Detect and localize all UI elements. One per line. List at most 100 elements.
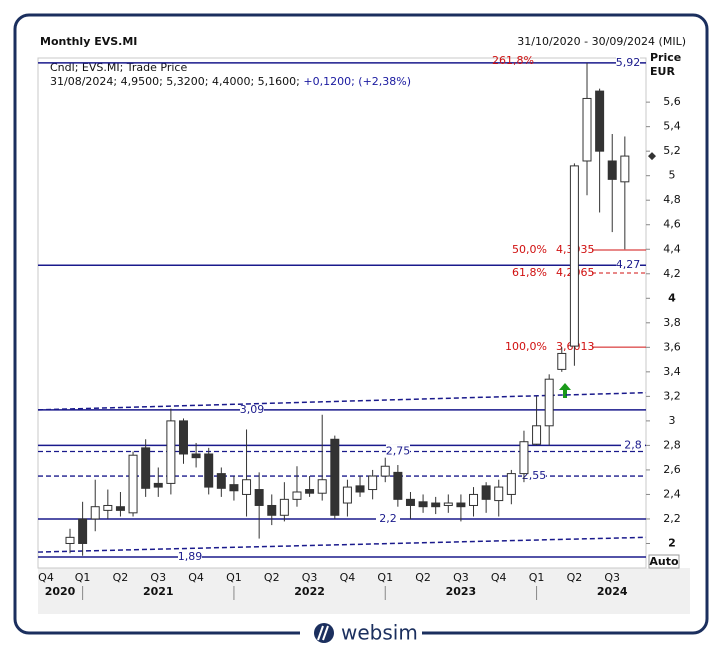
x-tick-label: Q2 xyxy=(264,571,280,584)
y-tick-label: 4,8 xyxy=(663,193,681,206)
candle-body xyxy=(267,504,277,516)
x-tick-label: Q4 xyxy=(491,571,507,584)
year-label: 2024 xyxy=(597,585,628,598)
candle-body xyxy=(305,489,315,494)
candle-body xyxy=(342,486,352,504)
legend-values: 31/08/2024; 4,9500; 5,3200; 4,4000; 5,16… xyxy=(50,75,300,88)
x-tick-label: Q4 xyxy=(38,571,54,584)
year-label: 2023 xyxy=(446,585,477,598)
candle-body xyxy=(532,425,542,445)
fib-percent: 50,0% xyxy=(512,243,547,256)
y-tick-label: 2,4 xyxy=(663,487,681,500)
x-tick-label: Q3 xyxy=(302,571,318,584)
trend-line xyxy=(37,536,647,553)
legend-line: 31/08/2024; 4,9500; 5,3200; 4,4000; 5,16… xyxy=(50,75,411,88)
candle-body xyxy=(141,447,151,489)
candle-body xyxy=(582,97,592,162)
level-label-bg xyxy=(616,55,640,69)
candle-body xyxy=(204,453,214,488)
candle-body xyxy=(569,165,579,347)
y-tick-label: 3,8 xyxy=(663,316,681,329)
level-label: 2,75 xyxy=(386,445,411,458)
auto-button-label[interactable]: Auto xyxy=(649,555,679,568)
x-tick-label: Q1 xyxy=(226,571,242,584)
candle-body xyxy=(254,489,264,506)
year-label: 2020 xyxy=(45,585,76,598)
level-label: 2,2 xyxy=(379,512,397,525)
candle-body xyxy=(368,475,378,491)
fib-percent: 61,8% xyxy=(512,266,547,279)
level-label: 1,89 xyxy=(178,550,203,563)
level-label-bg xyxy=(386,444,410,458)
legend-change: +0,1200; (+2,38%) xyxy=(303,75,411,88)
level-label-bg xyxy=(178,549,202,563)
candle-body xyxy=(128,454,138,514)
candle-body xyxy=(279,498,289,516)
trend-line xyxy=(37,391,647,411)
level-label: 4,27 xyxy=(616,258,641,271)
y-tick-label: 4,6 xyxy=(663,218,681,231)
x-tick-label: Q1 xyxy=(529,571,545,584)
y-tick-label: 5,2 xyxy=(663,144,681,157)
x-tick-label: Q4 xyxy=(188,571,204,584)
buy-arrow xyxy=(559,383,571,398)
y-tick-label: 5,4 xyxy=(663,120,681,133)
candle-body xyxy=(494,486,504,502)
y-tick-label: 5,6 xyxy=(663,95,681,108)
brand: websim xyxy=(341,621,418,645)
candle-body xyxy=(544,378,554,427)
level-label: 3,09 xyxy=(240,403,265,416)
y-tick-label: 2,8 xyxy=(663,438,681,451)
candle-body xyxy=(153,482,163,488)
candle-body xyxy=(557,352,567,370)
auto-button[interactable] xyxy=(648,554,680,569)
candle-body xyxy=(242,479,252,495)
y-tick-label: 2,6 xyxy=(663,463,681,476)
candle-body xyxy=(443,502,453,506)
level-label-bg xyxy=(240,402,264,416)
candle-body xyxy=(620,155,630,183)
candle-body xyxy=(115,506,125,511)
candle-body xyxy=(103,504,113,511)
level-label: 5,92 xyxy=(616,56,641,69)
x-tick-label: Q3 xyxy=(453,571,469,584)
y-tick-label: 4 xyxy=(668,291,676,304)
x-axis-panel xyxy=(38,568,690,614)
y-axis-label: Price xyxy=(650,51,681,64)
candle-body xyxy=(506,473,516,495)
x-tick-label: Q3 xyxy=(604,571,620,584)
candle-body xyxy=(191,453,201,459)
y-tick-label: 3,2 xyxy=(663,389,681,402)
candle-body xyxy=(519,441,529,475)
candle-body xyxy=(418,501,428,508)
candle-body xyxy=(380,465,390,477)
level-label-bg xyxy=(376,511,400,525)
level-label-bg xyxy=(616,258,640,272)
candle-body xyxy=(317,479,327,494)
candle-body xyxy=(65,536,75,544)
date-range: 31/10/2020 - 30/09/2024 (MIL) xyxy=(517,35,686,48)
year-label: 2021 xyxy=(143,585,174,598)
y-axis-unit: EUR xyxy=(650,65,675,78)
candle-body xyxy=(292,491,302,500)
y-tick-label: 4,4 xyxy=(663,242,681,255)
candle-body xyxy=(481,485,491,500)
candle-body xyxy=(431,502,441,508)
legend-name: Cndl; EVS.MI; Trade Price xyxy=(50,61,187,74)
brand-icon-mark xyxy=(317,625,329,641)
y-tick-label: 3,6 xyxy=(663,340,681,353)
y-tick-label: 3 xyxy=(669,414,676,427)
candle-body xyxy=(393,471,403,500)
level-label-bg xyxy=(621,438,645,452)
last-price-marker xyxy=(648,152,656,161)
candle-body xyxy=(607,160,617,180)
candle-body xyxy=(595,90,605,152)
chart-title: Monthly EVS.MI xyxy=(40,35,137,48)
plot-area xyxy=(37,57,647,569)
candle-body xyxy=(90,506,100,520)
candle-body xyxy=(405,498,415,506)
year-label: 2022 xyxy=(294,585,325,598)
x-tick-label: Q2 xyxy=(113,571,129,584)
x-tick-label: Q1 xyxy=(377,571,393,584)
